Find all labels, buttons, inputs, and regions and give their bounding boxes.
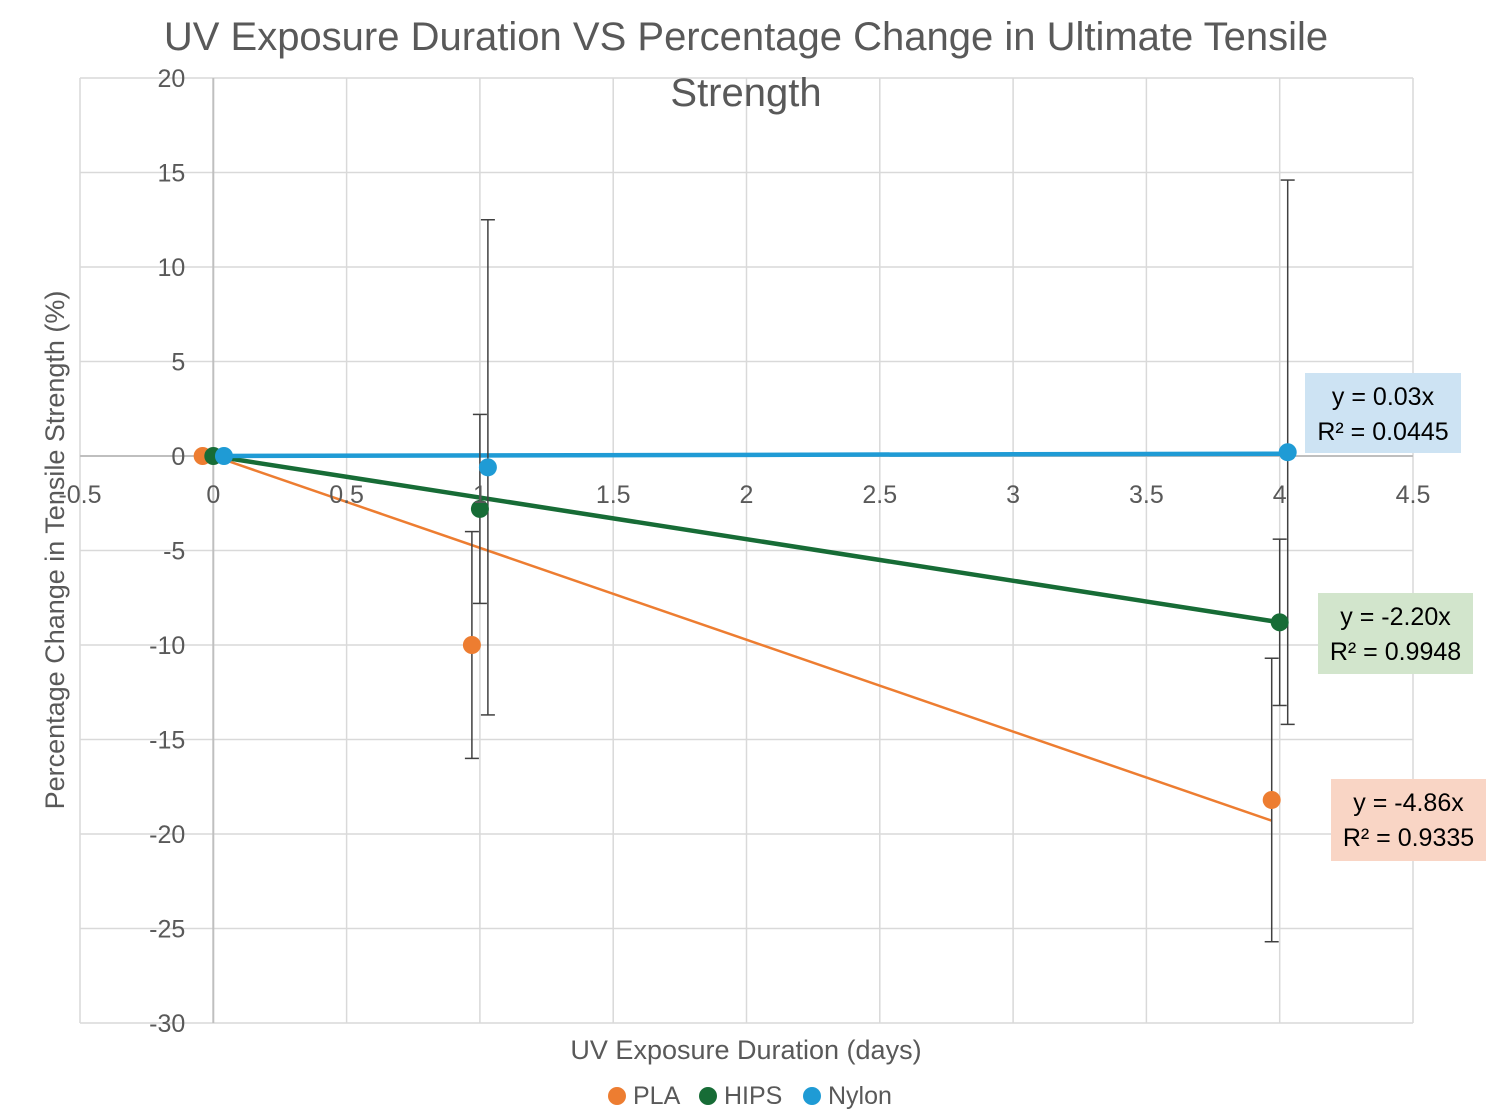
equation-nylon: y = 0.03x [1332, 383, 1435, 411]
trendline-hips [212, 453, 1281, 625]
equation-box-pla [1331, 779, 1486, 861]
x-tick-label: 0.5 [329, 481, 364, 509]
point-nylon [1278, 443, 1297, 462]
r-squared-hips: R² = 0.9948 [1330, 638, 1461, 666]
x-tick-label: 0 [206, 481, 220, 509]
chart-title-line1: UV Exposure Duration VS Percentage Chang… [164, 15, 1328, 59]
trend-lines [212, 451, 1288, 822]
legend-label-pla: PLA [633, 1082, 681, 1110]
x-tick-label: 3.5 [1129, 481, 1164, 509]
r-squared-nylon: R² = 0.0445 [1317, 418, 1448, 446]
point-hips [470, 499, 489, 518]
y-axis-title: Percentage Change in Tensile Strength (%… [40, 291, 70, 810]
y-tick-label: -30 [149, 1010, 185, 1038]
data-points [193, 443, 1297, 809]
y-tick-label: 20 [157, 65, 185, 93]
x-tick-label: 2.5 [862, 481, 897, 509]
y-tick-label: -25 [149, 916, 185, 944]
trendline-pla [212, 454, 1273, 822]
y-tick-label: 10 [157, 254, 185, 282]
x-tick-label: 4 [1273, 481, 1287, 509]
tick-labels: 20 15 10 5 0 -5 -10 -15 -20 -25 -30 -0.5 0 0.5 1 1.5 2 2.… [58, 65, 1430, 1038]
equation-box-nylon [1305, 373, 1461, 453]
y-tick-label: -15 [149, 727, 185, 755]
point-pla [462, 636, 481, 654]
point-nylon [478, 458, 497, 477]
legend: PLA HIPS Nylon [608, 1082, 892, 1110]
x-tick-label: 1.5 [596, 481, 631, 509]
chart-title-line2: Strength [670, 71, 821, 115]
y-tick-label: -10 [149, 632, 185, 660]
r-squared-pla: R² = 0.9335 [1343, 824, 1474, 852]
y-tick-label: 15 [157, 160, 185, 188]
equation-pla: y = -4.86x [1353, 789, 1464, 817]
x-tick-label: 2 [740, 481, 754, 509]
y-tick-label: 5 [171, 349, 185, 377]
equation-box-hips [1318, 593, 1473, 674]
trendline-equations: y = -4.86x R² = 0.9335 y = -2.20x R² = 0.99… [1305, 373, 1486, 861]
y-tick-label: 0 [171, 443, 185, 471]
x-tick-label: 4.5 [1396, 481, 1431, 509]
legend-marker-hips [699, 1087, 717, 1105]
grid [79, 77, 1414, 1024]
point-pla [1262, 790, 1281, 809]
trendline-nylon [213, 451, 1288, 459]
point-nylon [214, 447, 233, 465]
y-tick-label: -5 [163, 538, 185, 566]
legend-label-hips: HIPS [724, 1082, 782, 1110]
legend-marker-pla [608, 1087, 626, 1105]
legend-label-nylon: Nylon [828, 1082, 892, 1110]
point-hips [1270, 613, 1289, 632]
y-tick-label: -20 [149, 821, 185, 849]
x-axis-title: UV Exposure Duration (days) [570, 1035, 921, 1065]
x-tick-label: 1 [473, 481, 487, 509]
legend-marker-nylon [803, 1087, 821, 1105]
x-tick-label: 3 [1006, 481, 1020, 509]
x-tick-label: -0.5 [58, 481, 101, 509]
equation-hips: y = -2.20x [1340, 603, 1451, 631]
